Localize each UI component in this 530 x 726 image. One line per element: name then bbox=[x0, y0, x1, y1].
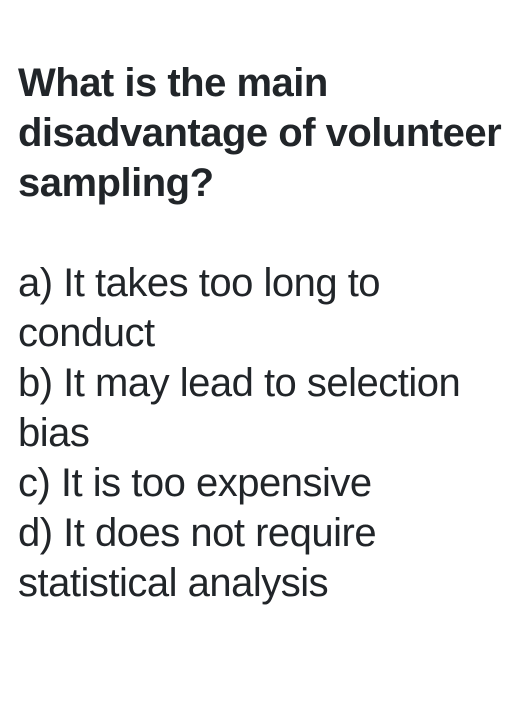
option-d: d) It does not require statistical analy… bbox=[18, 508, 512, 608]
option-c: c) It is too expensive bbox=[18, 458, 512, 508]
option-b: b) It may lead to selection bias bbox=[18, 358, 512, 458]
question-text: What is the main disadvantage of volunte… bbox=[18, 58, 512, 208]
option-a: a) It takes too long to conduct bbox=[18, 258, 512, 358]
options-container: a) It takes too long to conduct b) It ma… bbox=[18, 258, 512, 608]
